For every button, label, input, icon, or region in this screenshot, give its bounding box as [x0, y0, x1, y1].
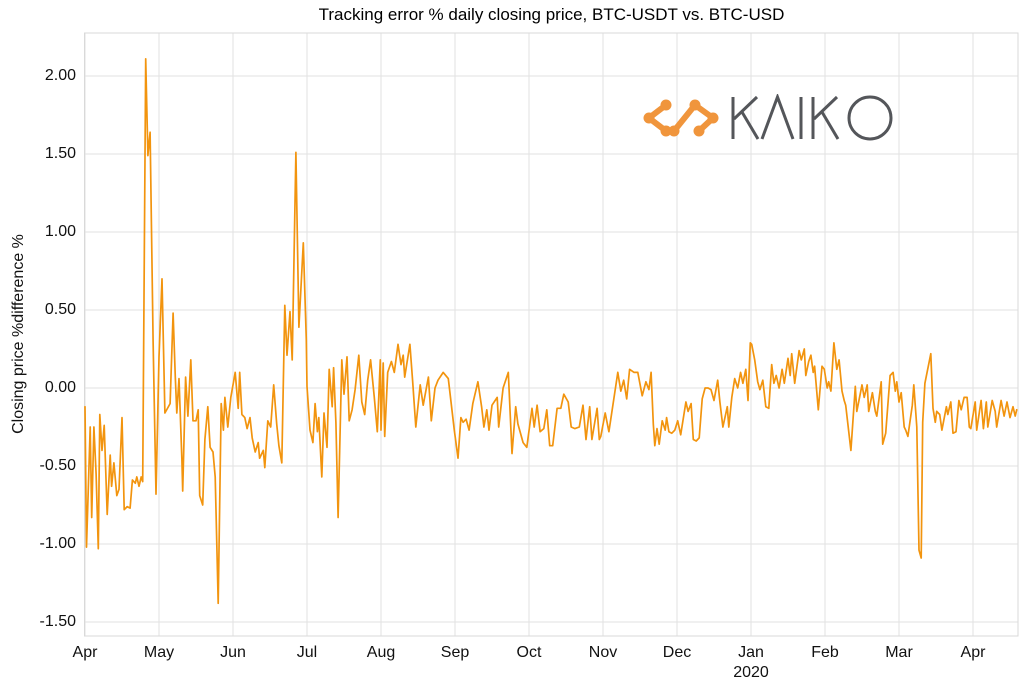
y-tick-label: -0.50: [39, 457, 76, 474]
x-tick-label: Dec: [662, 644, 692, 661]
y-tick-label: -1.00: [39, 535, 76, 552]
x-tick-label: May: [143, 644, 175, 661]
x-tick-label: Apr: [960, 644, 986, 661]
x-tick-label: Nov: [588, 644, 618, 661]
x-tick-label: Apr: [72, 644, 98, 661]
y-tick-label: 0.00: [44, 379, 76, 396]
x-tick-label: Aug: [366, 644, 396, 661]
y-tick-label: 1.50: [44, 145, 76, 162]
kaiko-logo: [641, 94, 895, 142]
x-tick-label: Feb: [811, 644, 839, 661]
x-tick-label: Jul: [296, 644, 318, 661]
x-tick-label: Mar: [885, 644, 913, 661]
tracking-error-line: [84, 57, 1018, 605]
x-axis-year-label: 2020: [733, 664, 769, 681]
x-tick-label: Jan: [738, 644, 764, 661]
y-tick-label: 1.00: [44, 223, 76, 240]
kaiko-logo-wordmark: [731, 94, 893, 141]
chart-title: Tracking error % daily closing price, BT…: [318, 5, 785, 24]
x-tick-label: Oct: [516, 644, 542, 661]
x-tick-label: Sep: [440, 644, 470, 661]
plot-border: [84, 32, 1019, 637]
y-tick-label: 0.50: [44, 301, 76, 318]
x-tick-label: Jun: [220, 644, 246, 661]
y-tick-label: 2.00: [44, 67, 76, 84]
y-tick-label: -1.50: [39, 613, 76, 630]
kaiko-logo-mark-icon: [643, 99, 719, 137]
